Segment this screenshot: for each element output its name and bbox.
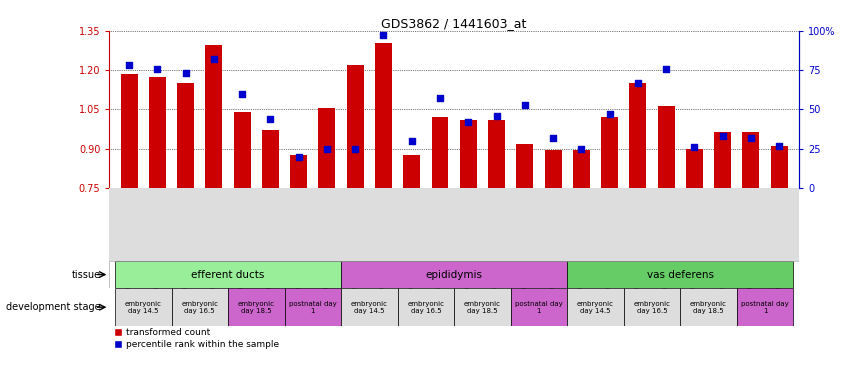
Point [179, 70, 193, 76]
Point [744, 135, 758, 141]
Point [207, 56, 220, 62]
Point [518, 102, 532, 108]
Bar [109, 188, 799, 261]
Bar [341, 288, 398, 326]
Bar [115, 261, 341, 288]
Text: postnatal day
1: postnatal day 1 [741, 301, 789, 314]
Bar [737, 288, 793, 326]
Bar [567, 261, 793, 288]
Text: embryonic
day 18.5: embryonic day 18.5 [464, 301, 501, 314]
Bar [149, 77, 166, 188]
Point [292, 154, 305, 160]
Bar [680, 288, 737, 326]
Point [716, 133, 729, 139]
Point [772, 142, 785, 149]
Point [123, 62, 136, 68]
Bar [398, 288, 454, 326]
Point [574, 146, 588, 152]
Text: embryonic
day 18.5: embryonic day 18.5 [238, 301, 275, 314]
Bar [346, 65, 363, 188]
Bar [488, 120, 505, 188]
Point [151, 65, 164, 71]
Bar [120, 74, 138, 188]
Bar [510, 288, 567, 326]
Bar [454, 288, 510, 326]
Bar [431, 118, 448, 188]
Bar [629, 83, 647, 188]
Bar [234, 112, 251, 188]
Text: vas deferens: vas deferens [647, 270, 714, 280]
Bar [686, 149, 703, 188]
Bar [601, 118, 618, 188]
Point [659, 65, 673, 71]
Bar [624, 288, 680, 326]
Point [348, 146, 362, 152]
Bar [573, 150, 590, 188]
Text: postnatal day
1: postnatal day 1 [515, 301, 563, 314]
Point [235, 91, 249, 97]
Point [320, 146, 334, 152]
Bar [743, 132, 759, 188]
Point [462, 119, 475, 125]
Bar [115, 288, 172, 326]
Bar [770, 146, 788, 188]
Bar [516, 144, 533, 188]
Text: epididymis: epididymis [426, 270, 483, 280]
Title: GDS3862 / 1441603_at: GDS3862 / 1441603_at [382, 17, 526, 30]
Text: embryonic
day 18.5: embryonic day 18.5 [690, 301, 727, 314]
Bar [205, 45, 222, 188]
Legend: transformed count, percentile rank within the sample: transformed count, percentile rank withi… [114, 328, 279, 349]
Bar [284, 288, 341, 326]
Text: embryonic
day 16.5: embryonic day 16.5 [182, 301, 219, 314]
Point [489, 113, 503, 119]
Point [603, 111, 616, 117]
Point [688, 144, 701, 150]
Bar [177, 83, 194, 188]
Point [547, 135, 560, 141]
Bar [567, 288, 624, 326]
Bar [460, 120, 477, 188]
Text: embryonic
day 14.5: embryonic day 14.5 [124, 301, 161, 314]
Point [631, 79, 644, 86]
Text: efferent ducts: efferent ducts [192, 270, 265, 280]
Text: tissue: tissue [71, 270, 101, 280]
Bar [714, 132, 731, 188]
Point [433, 95, 447, 101]
Bar [375, 43, 392, 188]
Text: embryonic
day 14.5: embryonic day 14.5 [577, 301, 614, 314]
Bar [290, 156, 307, 188]
Text: postnatal day
1: postnatal day 1 [289, 301, 336, 314]
Point [405, 138, 419, 144]
Text: embryonic
day 16.5: embryonic day 16.5 [407, 301, 444, 314]
Bar [545, 150, 562, 188]
Text: embryonic
day 14.5: embryonic day 14.5 [351, 301, 388, 314]
Bar [404, 156, 420, 188]
Bar [262, 131, 279, 188]
Text: development stage: development stage [6, 302, 101, 312]
Bar [341, 261, 567, 288]
Bar [172, 288, 228, 326]
Point [264, 116, 278, 122]
Bar [228, 288, 284, 326]
Bar [319, 108, 336, 188]
Point [377, 32, 390, 38]
Text: embryonic
day 16.5: embryonic day 16.5 [633, 301, 670, 314]
Bar [658, 106, 674, 188]
